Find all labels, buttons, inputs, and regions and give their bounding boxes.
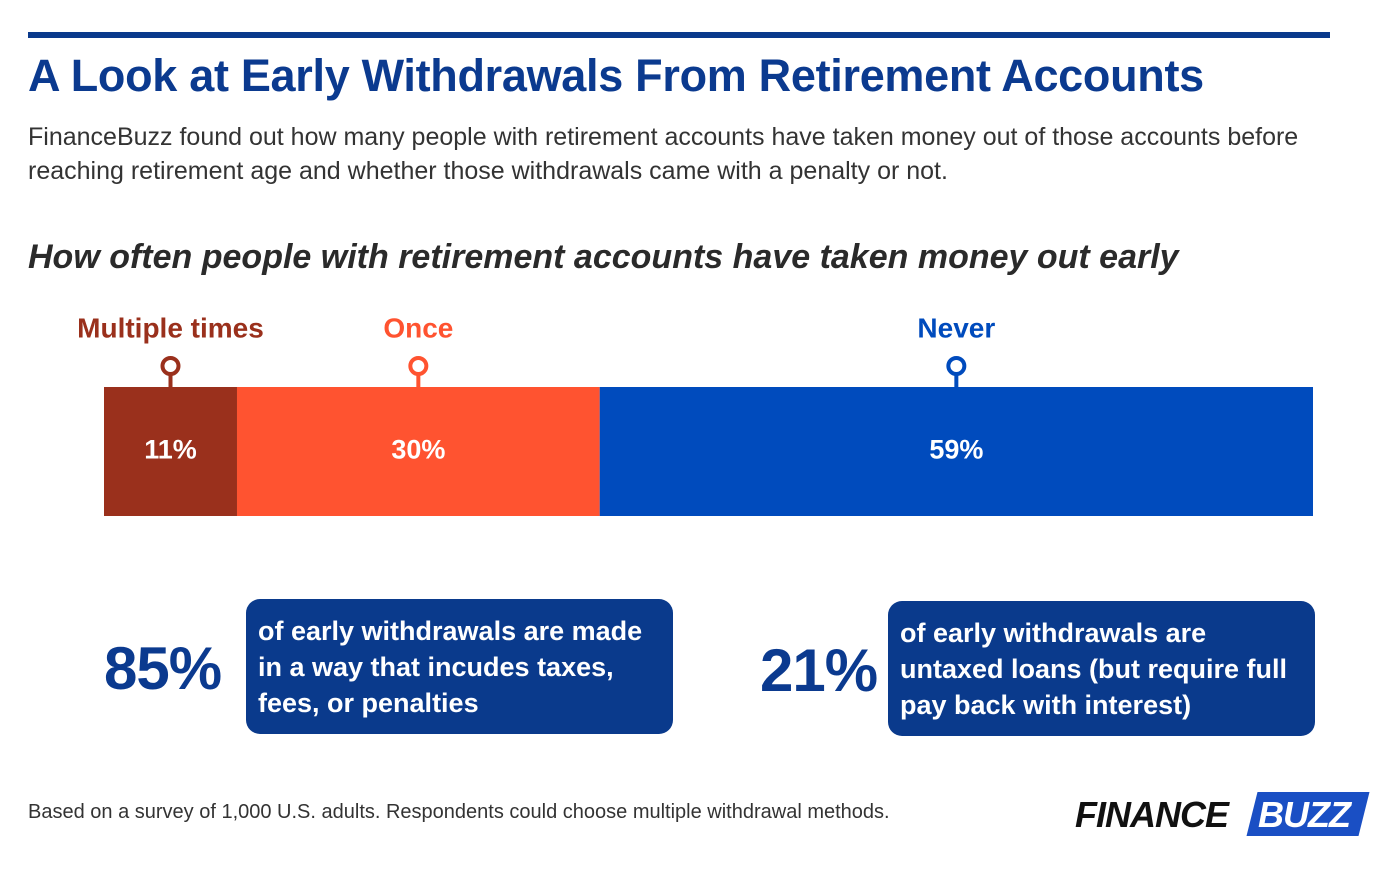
bar-segment [104, 387, 237, 516]
subtitle: FinanceBuzz found out how many people wi… [28, 123, 1299, 185]
stat-figure: 21% [760, 637, 878, 704]
bar-segment [236, 387, 600, 516]
legend-label: Once [383, 312, 453, 343]
pin-head [160, 356, 181, 376]
chart: 11% Multiple times 30% Once 59% Never [77, 312, 1313, 516]
legend-label: Never [917, 312, 995, 343]
stat-text: of early withdrawals are made in a way t… [246, 599, 673, 734]
pin-head [946, 356, 967, 376]
chart-title: How often people with retirement account… [28, 238, 1179, 276]
top-rule [28, 32, 1330, 38]
title: A Look at Early Withdrawals From Retirem… [28, 50, 1204, 101]
data-label: 59% [929, 435, 983, 465]
stat-text: of early withdrawals are untaxed loans (… [888, 601, 1315, 736]
data-label: 11% [144, 435, 197, 465]
bar-segment [599, 387, 1313, 516]
footnote: Based on a survey of 1,000 U.S. adults. … [28, 801, 890, 823]
data-label: 30% [391, 435, 445, 465]
pin-head [408, 356, 429, 376]
stat-figure: 85% [104, 635, 222, 702]
legend-label: Multiple times [77, 312, 264, 343]
logo-text: FINANCE [1075, 794, 1229, 835]
logo-text: BUZZ [1258, 794, 1351, 835]
